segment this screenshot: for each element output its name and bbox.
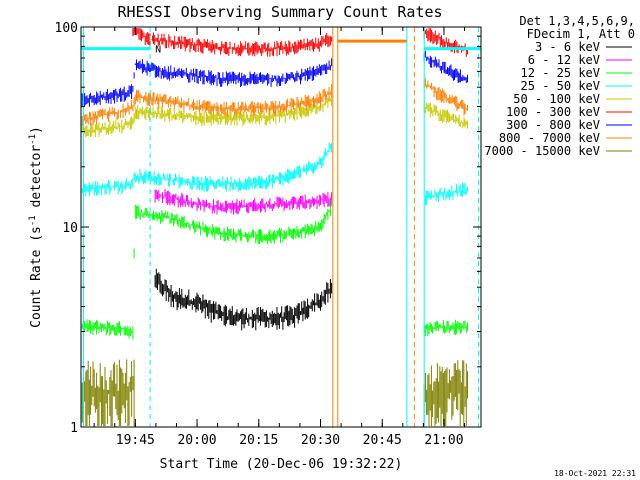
series-9-trace bbox=[80, 359, 468, 426]
series-9 bbox=[80, 359, 468, 426]
legend-label: 6 - 12 keV bbox=[528, 53, 600, 67]
y-axis-label: Count Rate (s-1 detector-1) bbox=[28, 126, 44, 328]
x-tick-label: 20:00 bbox=[177, 433, 216, 448]
series-4-trace bbox=[80, 142, 468, 206]
series-1-trace bbox=[154, 268, 333, 331]
y-axis-label-exponent-1: -1 bbox=[28, 215, 38, 226]
legend-header-line-2: FDecim 1, Att 0 bbox=[527, 27, 635, 41]
x-tick-label: 20:45 bbox=[363, 433, 402, 448]
legend-label: 12 - 25 keV bbox=[521, 66, 600, 80]
y-tick-label: 100 bbox=[55, 21, 78, 36]
series-5 bbox=[80, 97, 468, 139]
series-1 bbox=[154, 268, 333, 331]
legend-label: 50 - 100 keV bbox=[513, 92, 600, 106]
chart-title: RHESSI Observing Summary Count Rates bbox=[117, 3, 442, 21]
series-4 bbox=[80, 142, 468, 206]
series-8-trace bbox=[80, 78, 468, 129]
series-6-trace bbox=[132, 28, 468, 57]
night-marker-label: N bbox=[155, 45, 161, 56]
x-tick-label: 20:30 bbox=[301, 433, 340, 448]
legend: Det 1,3,4,5,6,9, FDecim 1, Att 0 3 - 6 k… bbox=[484, 14, 635, 158]
legend-header-line-1: Det 1,3,4,5,6,9, bbox=[519, 14, 635, 28]
plot-frame bbox=[80, 26, 482, 428]
y-tick-label: 1 bbox=[70, 421, 78, 436]
legend-label: 25 - 50 keV bbox=[521, 79, 600, 93]
y-axis-label-exponent-2: -1 bbox=[28, 134, 38, 145]
series-7-trace bbox=[80, 50, 468, 108]
y-tick-label: 10 bbox=[62, 221, 78, 236]
y-axis-label-middle: detector bbox=[29, 145, 44, 216]
legend-label: 100 - 300 keV bbox=[506, 105, 600, 119]
x-tick-label: 19:45 bbox=[116, 433, 155, 448]
series-5-trace bbox=[80, 97, 468, 139]
render-timestamp: 18-Oct-2021 22:31 bbox=[554, 469, 636, 478]
legend-label: 300 - 800 keV bbox=[506, 118, 600, 132]
series-8 bbox=[80, 78, 468, 129]
data-layer bbox=[80, 28, 468, 426]
y-axis-label-main: Count Rate (s bbox=[29, 226, 44, 328]
x-tick-label: 20:15 bbox=[239, 433, 278, 448]
legend-label: 800 - 7000 keV bbox=[499, 131, 600, 145]
axis-layer: 19:45 20:00 20:15 20:30 20:45 21:00 1 10 100 bbox=[55, 21, 481, 448]
legend-label: 7000 - 15000 keV bbox=[484, 144, 600, 158]
series-6 bbox=[132, 28, 468, 57]
legend-label: 3 - 6 keV bbox=[535, 40, 600, 54]
x-tick-label: 21:00 bbox=[424, 433, 463, 448]
series-2 bbox=[154, 189, 333, 215]
series-7 bbox=[80, 50, 468, 108]
series-2-trace bbox=[154, 189, 333, 215]
annotation-layer: N bbox=[81, 27, 481, 427]
x-axis-label: Start Time (20-Dec-06 19:32:22) bbox=[160, 457, 403, 472]
y-axis-label-end: ) bbox=[29, 126, 44, 134]
